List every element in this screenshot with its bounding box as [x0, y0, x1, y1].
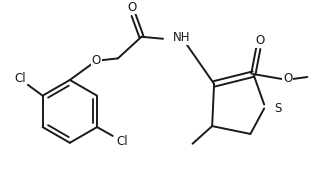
Text: O: O [283, 72, 292, 86]
Text: O: O [92, 54, 101, 67]
Text: NH: NH [173, 31, 190, 44]
Text: Cl: Cl [14, 72, 26, 84]
Text: O: O [256, 34, 265, 47]
Text: S: S [274, 102, 282, 115]
Text: Cl: Cl [117, 135, 128, 148]
Text: O: O [127, 1, 136, 14]
